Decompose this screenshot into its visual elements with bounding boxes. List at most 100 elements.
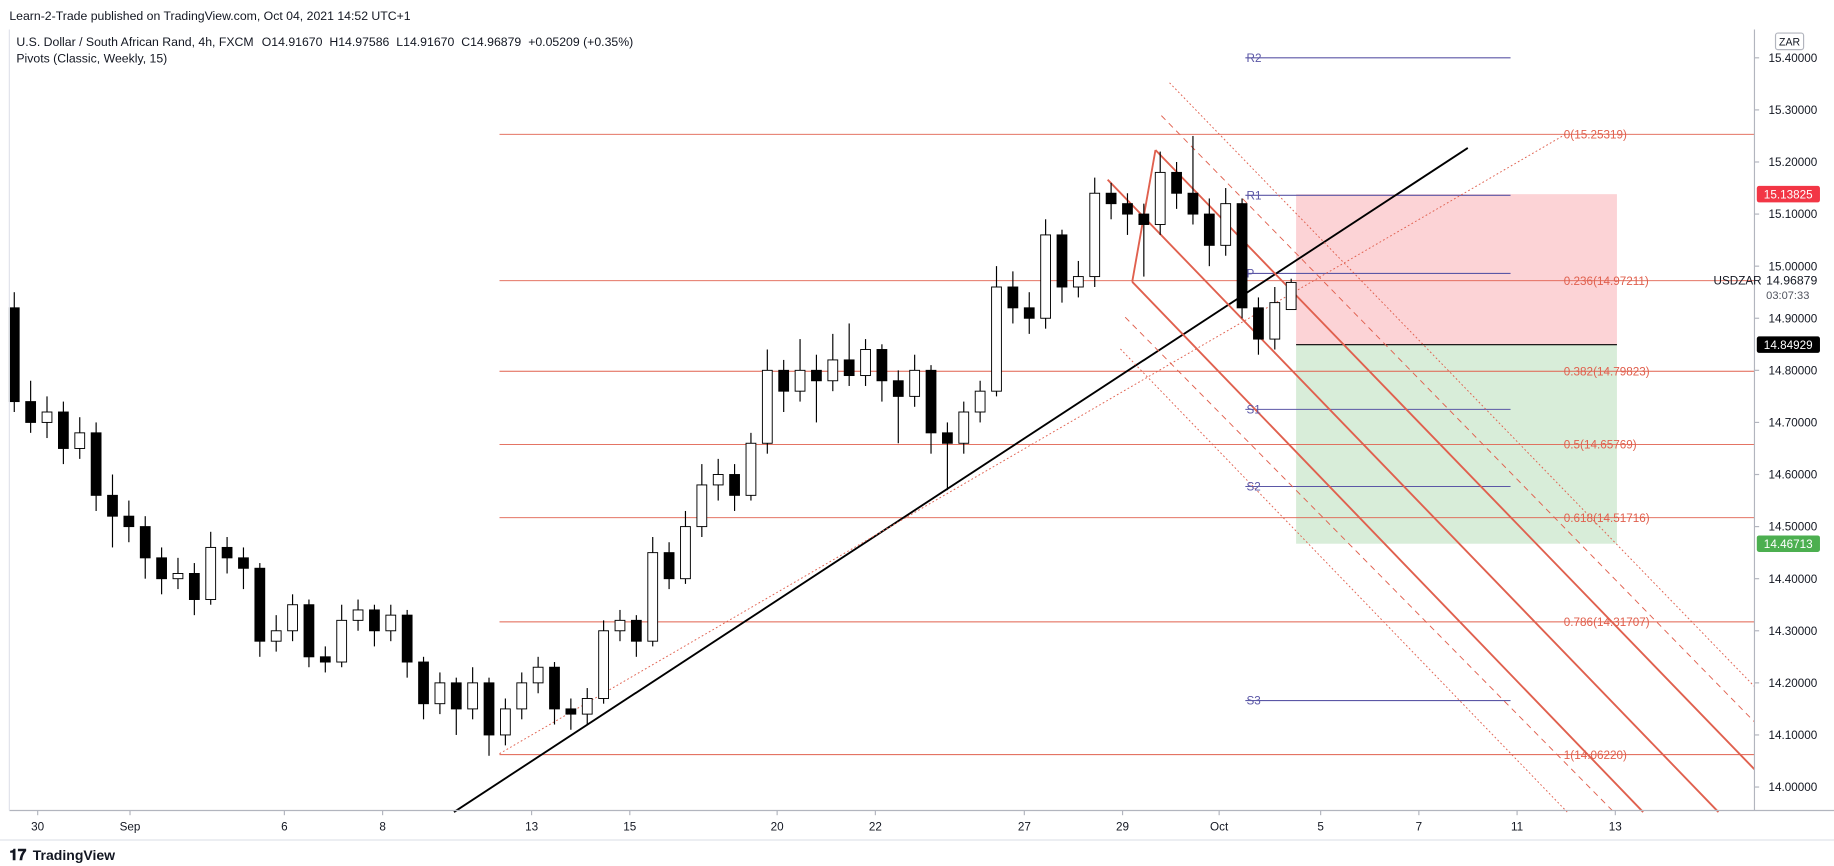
x-tick-label: Sep: [120, 821, 141, 834]
y-tick-label: 14.90000: [1769, 312, 1818, 325]
candle-body: [287, 604, 298, 632]
candle-body: [843, 359, 855, 377]
fib-label: 0.236(14.97211): [1564, 275, 1649, 288]
candle-body: [336, 619, 348, 663]
ohlc-c-value: 14.96879: [470, 35, 521, 49]
pivot-label: S1: [1247, 403, 1261, 416]
currency-box[interactable]: [1774, 32, 1805, 51]
brand: TradingView: [33, 847, 115, 863]
candle-body: [254, 567, 266, 642]
x-tick-label: 15: [623, 821, 636, 834]
stop-badge: [1756, 185, 1820, 203]
candle-body: [794, 369, 806, 392]
candle-body: [1072, 276, 1084, 288]
x-tick-label: 8: [379, 821, 386, 834]
candle-body: [974, 390, 986, 413]
candle-body: [8, 307, 20, 403]
ticker: USDZAR: [1714, 275, 1762, 288]
candle-body: [1040, 234, 1051, 319]
candle-body: [680, 526, 691, 580]
y-tick-label: 15.30000: [1769, 104, 1818, 117]
y-tick-label: 14.60000: [1769, 469, 1818, 482]
publisher: Learn-2-Trade published on TradingView.c…: [9, 9, 410, 23]
candle-body: [1187, 192, 1199, 215]
candle-body: [1089, 192, 1101, 278]
candle-body: [418, 661, 429, 705]
y-tick-label: 14.30000: [1769, 625, 1818, 638]
candle-body: [1023, 307, 1035, 319]
candle-body: [991, 286, 1002, 392]
candle-body: [1056, 234, 1068, 288]
candle-body: [516, 682, 528, 710]
candle-body: [188, 573, 200, 600]
candle-body: [172, 573, 184, 580]
fib-label: 0.382(14.79823): [1564, 365, 1650, 378]
candle-body: [1220, 203, 1232, 246]
candle-body: [1105, 192, 1117, 205]
candle-body: [369, 609, 380, 632]
x-tick-label: 5: [1317, 821, 1324, 834]
candle-body: [90, 432, 102, 496]
candle-body: [205, 546, 217, 600]
x-tick-label: 22: [869, 821, 882, 834]
candle-body: [827, 359, 839, 382]
candle-body: [663, 552, 675, 580]
y-tick-label: 15.40000: [1769, 52, 1818, 65]
y-tick-label: 14.00000: [1769, 781, 1818, 794]
candle-body: [1138, 213, 1150, 225]
currency: ZAR: [1779, 36, 1800, 48]
candle-body: [434, 682, 446, 705]
pivot-label: S2: [1247, 481, 1261, 494]
x-tick-label: Oct: [1210, 821, 1229, 834]
ohlc-c: C: [461, 35, 470, 49]
pivot-label: R2: [1247, 52, 1262, 65]
candle-body: [745, 442, 757, 496]
fib-label: 0.618(14.51716): [1564, 512, 1650, 525]
logo-mark: 𝟏𝟕: [9, 847, 26, 864]
candle-body: [958, 411, 970, 444]
trend-line: [1169, 82, 1755, 687]
candle-body: [909, 369, 921, 397]
candle-body: [500, 708, 511, 736]
trend-line: [1154, 149, 1756, 770]
candle-body: [811, 369, 822, 382]
ohlc-l-value: 14.91670: [403, 35, 454, 49]
candle-body: [598, 630, 609, 699]
candle-body: [221, 546, 233, 559]
candle-body: [1236, 203, 1248, 309]
pivot-label: P: [1247, 268, 1255, 281]
x-tick-label: 30: [31, 821, 44, 834]
y-tick-label: 14.10000: [1769, 729, 1818, 742]
candle-body: [712, 474, 724, 486]
fib-label: 1(14.06220): [1564, 749, 1627, 762]
entry-price: 14.84929: [1764, 339, 1813, 352]
candle-body: [876, 349, 888, 382]
candle-body: [58, 411, 69, 449]
symbol-line: U.S. Dollar / South African Rand, 4h, FX…: [16, 35, 633, 49]
candle-body: [581, 698, 593, 715]
candle-body: [1171, 171, 1182, 194]
brand-logo[interactable]: 𝟏𝟕 TradingView: [9, 847, 115, 864]
candle-body: [1122, 203, 1133, 215]
ohlc-h-value: 14.97586: [338, 35, 389, 49]
y-tick-label: 14.20000: [1769, 677, 1818, 690]
candle-body: [1154, 171, 1166, 225]
ohlc-o-value: 14.91670: [271, 35, 322, 49]
candle-body: [942, 432, 953, 444]
y-tick-label: 15.20000: [1769, 156, 1818, 169]
indicator: Pivots (Classic, Weekly, 15): [16, 52, 167, 66]
candle-body: [319, 656, 331, 663]
target-price: 14.46713: [1764, 538, 1813, 551]
candle-layer: [8, 135, 1297, 756]
y-tick-label: 14.80000: [1769, 364, 1818, 377]
candle-body: [41, 411, 53, 423]
candle-body: [696, 484, 708, 528]
trend-line: [453, 147, 1469, 813]
y-tick-label: 15.10000: [1769, 208, 1818, 221]
candle-body: [238, 557, 249, 569]
trend-line: [1120, 348, 1568, 813]
y-tick-label: 14.50000: [1769, 521, 1818, 534]
x-tick-label: 6: [281, 821, 288, 834]
